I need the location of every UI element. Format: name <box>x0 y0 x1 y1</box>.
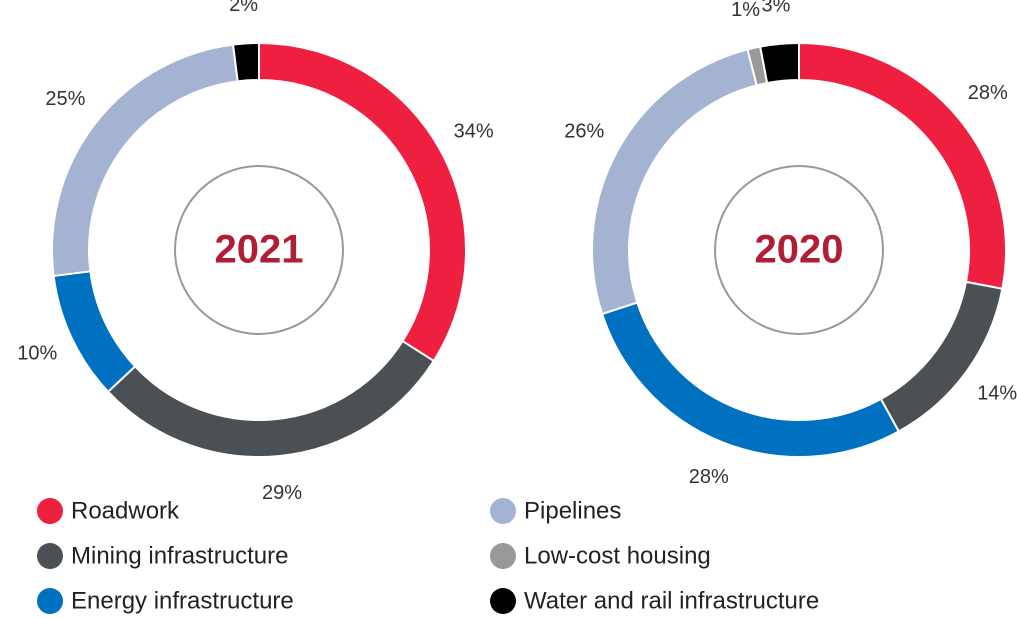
donut-segment <box>51 43 239 278</box>
donut-segment <box>591 48 758 316</box>
legend-label: Roadwork <box>71 497 180 524</box>
chart-title: 2020 <box>755 228 844 272</box>
data-label: 10% <box>17 343 57 365</box>
data-label: 28% <box>968 82 1008 104</box>
legend-swatch <box>490 543 516 569</box>
legend-swatch <box>490 588 516 614</box>
legend-swatch <box>490 498 516 524</box>
data-label: 1% <box>731 0 760 21</box>
legend-swatch <box>37 498 63 524</box>
donut-segment <box>231 41 260 83</box>
data-label: 14% <box>977 382 1017 404</box>
donut-segment <box>106 339 436 458</box>
legend-label: Low-cost housing <box>524 542 711 569</box>
data-label: 34% <box>454 120 494 142</box>
data-label: 29% <box>262 482 302 504</box>
data-label: 3% <box>761 0 790 16</box>
legend-swatch <box>37 588 63 614</box>
data-label: 26% <box>564 120 604 142</box>
legend-label: Mining infrastructure <box>71 542 288 569</box>
donut-segment <box>52 270 137 394</box>
legend-swatch <box>37 543 63 569</box>
inner-circle <box>174 165 344 335</box>
legend-label: Pipelines <box>524 497 621 524</box>
chart-title: 2021 <box>215 228 304 272</box>
donut-segment <box>600 301 901 458</box>
data-label: 2% <box>229 0 258 16</box>
legend-label: Water and rail infrastructure <box>524 587 819 614</box>
data-label: 28% <box>689 466 729 488</box>
donut-segment <box>879 280 1004 433</box>
inner-circle <box>714 165 884 335</box>
donut-segment <box>759 41 800 85</box>
donut-segment <box>258 41 467 363</box>
legend-label: Energy infrastructure <box>71 587 294 614</box>
data-label: 25% <box>45 88 85 110</box>
